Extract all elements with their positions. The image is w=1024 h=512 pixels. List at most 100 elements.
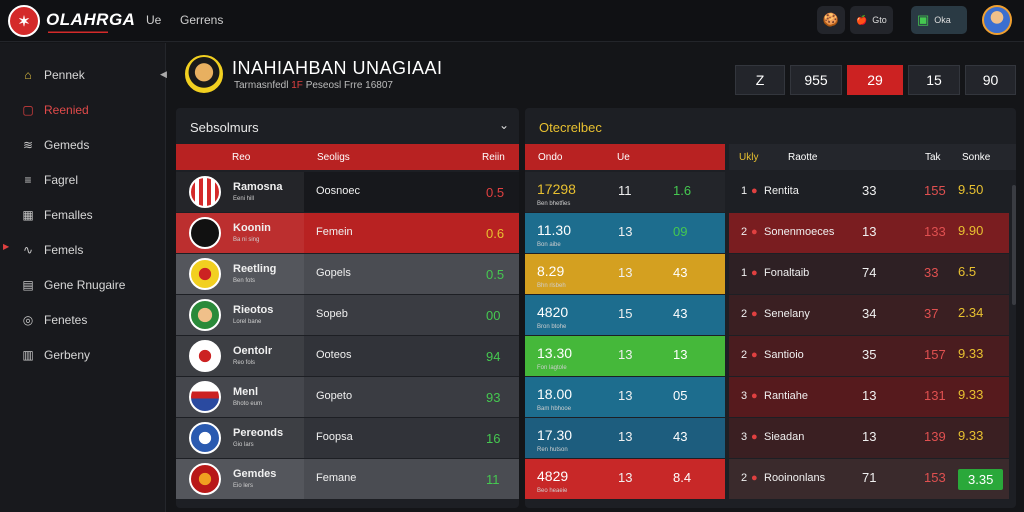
team-badge-icon	[189, 217, 221, 249]
table-row[interactable]: 1 ● Rentita 33 155 9.50	[729, 172, 1009, 212]
column-header[interactable]: Reo	[232, 151, 251, 163]
team-badge-icon	[189, 258, 221, 290]
player-sub: Ben fots	[233, 278, 256, 284]
sidebar-item-label: Gene Rnugaire	[44, 278, 126, 292]
team-score[interactable]: 9.33	[958, 428, 984, 443]
sidebar-item-label: Pennek	[44, 68, 85, 82]
team-score[interactable]: 9.33	[958, 346, 984, 361]
column-header[interactable]: Tak	[925, 151, 941, 163]
table-row[interactable]: 4820 Bron btohe 15 43	[525, 295, 725, 335]
score-box-5[interactable]: 90	[965, 65, 1016, 95]
user-avatar[interactable]	[982, 5, 1012, 35]
team-c: 34	[862, 306, 877, 321]
table-row[interactable]: Gemdes Eio lers Femane 11	[176, 459, 519, 499]
chevron-down-icon[interactable]: ⌄	[498, 118, 509, 132]
sidebar-item-femalles[interactable]: ▦ Femalles	[0, 200, 166, 230]
odds-a: 13	[618, 429, 633, 444]
collapse-sidebar-icon[interactable]: ◀	[160, 69, 167, 79]
table-row[interactable]: 2 ● Sonenmoeces 13 133 9.90	[729, 213, 1009, 253]
column-header[interactable]: Ukly	[739, 151, 759, 163]
nav-link-2[interactable]: Gerrens	[180, 13, 224, 27]
table-row[interactable]: 3 ● Rantiahe 13 131 9.33	[729, 377, 1009, 417]
sidebar-item-label: Femels	[44, 243, 84, 257]
player-sub: Gio lars	[233, 442, 254, 448]
apple-pill[interactable]: 🍎 Gto	[850, 6, 893, 34]
team-score[interactable]: 6.5	[958, 264, 977, 279]
score-box-2[interactable]: 955	[790, 65, 842, 95]
brand-name: OLAHRGA	[46, 10, 136, 29]
odds-sub: Bam hbhooe	[537, 406, 572, 412]
sidebar-item-label: Reenied	[44, 103, 89, 117]
table-row[interactable]: 1 ● Fonaltaib 74 33 6.5	[729, 254, 1009, 294]
table-row[interactable]: 17.30 Ren hutson 13 43	[525, 418, 725, 458]
sidebar-item-gerbeny[interactable]: ▥ Gerbeny	[0, 340, 166, 370]
team-logo	[185, 55, 223, 93]
column-header[interactable]: Ondo	[538, 151, 563, 163]
odds-value: 17.30	[537, 427, 573, 443]
sidebar-item-reenied[interactable]: ▢ Reenied	[0, 95, 166, 125]
team-score[interactable]: 9.50	[958, 182, 984, 197]
brand-tagline: ▬▬▬▬▬▬▬▬▬▬▬▬	[48, 29, 108, 35]
team-score[interactable]: 9.33	[958, 387, 984, 402]
player-name: Koonin	[233, 222, 271, 234]
table-row[interactable]: Koonin Ba ni sing Femein 0.6	[176, 213, 519, 253]
table-row[interactable]: Reetling Ben fots Gopels 0.5	[176, 254, 519, 294]
player-stat: Oosnoec	[316, 185, 361, 197]
table-row[interactable]: Ramosna Eeni hill Oosnoec 0.5	[176, 172, 519, 212]
sidebar-item-pennek[interactable]: ⌂ Pennek	[0, 60, 166, 90]
team-score[interactable]: 2.34	[958, 305, 984, 320]
table-row[interactable]: 18.00 Bam hbhooe 13 05	[525, 377, 725, 417]
team-score[interactable]: 9.90	[958, 223, 984, 238]
score-box-4[interactable]: 15	[908, 65, 960, 95]
column-header[interactable]: Raotte	[788, 151, 818, 163]
sidebar-item-gemeds[interactable]: ≋ Gemeds	[0, 130, 166, 160]
odds-b: 09	[673, 224, 688, 239]
team-score[interactable]: 3.35	[958, 469, 1004, 490]
table-row[interactable]: 8.29 Bhn rlsbeh 13 43	[525, 254, 725, 294]
sidebar-item-gene-rnugaire[interactable]: ▤ Gene Rnugaire	[0, 270, 166, 300]
fire-icon: ●	[751, 431, 758, 443]
sidebar-item-fenetes[interactable]: ◎ Fenetes	[0, 305, 166, 335]
sidebar-item-femels[interactable]: ∿ Femels	[0, 235, 166, 265]
table-row[interactable]: Menl Bhoto eum Gopeto 93	[176, 377, 519, 417]
brand-logo[interactable]: ✶	[8, 5, 40, 37]
score-box-3[interactable]: 29	[847, 65, 903, 95]
fire-icon: ●	[751, 472, 758, 484]
table-row[interactable]: Oentolr Reo fols Ooteos 94	[176, 336, 519, 376]
team-name: Fonaltaib	[764, 267, 810, 279]
table-row[interactable]: 11.30 Bon aibe 13 09	[525, 213, 725, 253]
player-sub: Lorel bane	[233, 319, 262, 325]
team-badge-icon	[189, 299, 221, 331]
sidebar-item-fagrel[interactable]: ≡ Fagrel	[0, 165, 166, 195]
notifications-icon[interactable]: 🍪	[817, 6, 845, 34]
player-value: 0.5	[486, 267, 505, 282]
fire-icon: ●	[751, 390, 758, 402]
team-c: 13	[862, 224, 877, 239]
team-badge-icon	[189, 176, 221, 208]
player-value: 94	[486, 349, 501, 364]
rank: 2	[741, 472, 748, 484]
column-header[interactable]: Sonke	[962, 151, 991, 163]
nav-link-1[interactable]: Ue	[146, 13, 162, 27]
team-name: Sonenmoeces	[764, 226, 835, 238]
table-row[interactable]: 2 ● Santioio 35 157 9.33	[729, 336, 1009, 376]
status-pill[interactable]: ▣ Oka	[911, 6, 967, 34]
odds-b: 8.4	[673, 470, 692, 485]
scrollbar[interactable]	[1012, 185, 1016, 305]
table-row[interactable]: 4829 Beo heaeie 13 8.4	[525, 459, 725, 499]
table-row[interactable]: 3 ● Sieadan 13 139 9.33	[729, 418, 1009, 458]
sidebar-item-label: Femalles	[44, 208, 93, 222]
match-header: INAHIAHBAN UNAGIAAI Tarmasnfedl 1F Peseo…	[176, 50, 1016, 102]
score-box-1[interactable]: Z	[735, 65, 785, 95]
column-header[interactable]: Ue	[617, 151, 630, 163]
table-row[interactable]: 2 ● Senelany 34 37 2.34	[729, 295, 1009, 335]
column-header[interactable]: Seoligs	[317, 151, 350, 163]
column-header[interactable]: Reiin	[482, 151, 505, 163]
table-row[interactable]: 13.30 Fon lagtole 13 13	[525, 336, 725, 376]
player-stat: Foopsa	[316, 431, 353, 443]
table-row[interactable]: 2 ● Rooinonlans 71 153 3.35	[729, 459, 1009, 499]
table-row[interactable]: Pereonds Gio lars Foopsa 16	[176, 418, 519, 458]
table-row[interactable]: Rieotos Lorel bane Sopeb 00	[176, 295, 519, 335]
table-row[interactable]: 17298 Ben bhetfies 11 1.6	[525, 172, 725, 212]
player-sub: Reo fols	[233, 360, 256, 366]
